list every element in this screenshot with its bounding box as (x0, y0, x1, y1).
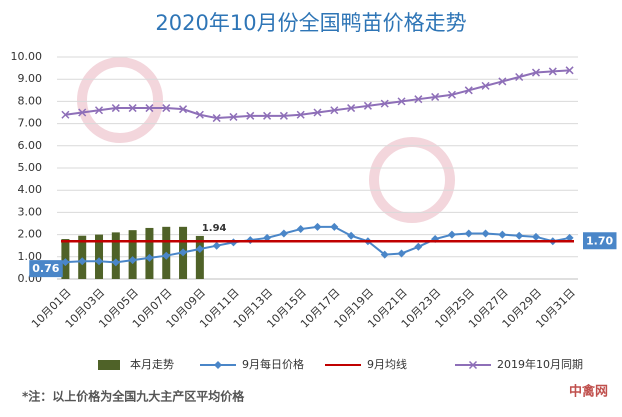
marker (330, 222, 339, 231)
marker (162, 251, 171, 260)
marker (498, 230, 507, 239)
marker (95, 257, 104, 266)
marker (363, 101, 372, 110)
watermark-logo (77, 57, 163, 143)
bar (145, 227, 154, 279)
value-label: 0.76 (32, 262, 59, 275)
marker (313, 108, 322, 117)
value-label: 1.70 (586, 234, 613, 247)
marker (330, 106, 339, 115)
marker (565, 233, 574, 242)
y-tick-label: 8.00 (18, 94, 43, 107)
marker (481, 81, 490, 90)
marker (78, 257, 87, 266)
marker (431, 92, 440, 101)
value-label-box (583, 232, 617, 250)
y-tick-label: 9.00 (18, 72, 43, 85)
marker (111, 104, 120, 113)
marker (195, 110, 204, 119)
chart-title: 2020年10月份全国鸭苗价格走势 (155, 11, 466, 35)
marker (246, 111, 255, 120)
bar (95, 234, 104, 279)
marker (263, 111, 272, 120)
marker (179, 105, 188, 114)
legend-label: 本月走势 (130, 357, 174, 371)
marker (128, 104, 137, 113)
y-tick-label: 7.00 (18, 117, 43, 130)
value-label-box (29, 260, 63, 278)
marker (380, 250, 389, 259)
marker (498, 77, 507, 86)
marker (464, 86, 473, 95)
marker (195, 245, 204, 254)
marker (380, 99, 389, 108)
marker (531, 232, 540, 241)
marker (279, 229, 288, 238)
marker (397, 249, 406, 258)
marker (447, 90, 456, 99)
legend-label: 2019年10月同期 (497, 357, 583, 371)
marker (531, 68, 541, 77)
y-tick-label: 4.00 (18, 183, 43, 196)
marker (162, 104, 171, 113)
y-tick-label: 5.00 (18, 161, 43, 174)
marker (515, 72, 524, 82)
marker (414, 242, 423, 251)
marker (61, 258, 70, 267)
bar (128, 230, 137, 279)
marker (447, 230, 456, 239)
bar (195, 235, 204, 279)
marker (565, 66, 574, 75)
marker (464, 229, 473, 238)
y-tick-label: 1.00 (18, 250, 43, 263)
footnote: *注：以上价格为全国九大主产区平均价格 (22, 389, 245, 404)
marker (145, 253, 154, 262)
marker (397, 97, 406, 106)
marker (296, 225, 305, 234)
marker (94, 106, 104, 115)
y-tick-label: 6.00 (18, 139, 43, 152)
marker (111, 258, 120, 267)
marker (212, 114, 221, 123)
y-tick-label: 10.00 (11, 50, 43, 63)
marker (61, 110, 70, 119)
legend-marker (214, 361, 222, 369)
value-label: 1.94 (202, 223, 227, 234)
watermark-logo (369, 137, 455, 223)
marker (128, 256, 137, 265)
marker (145, 104, 154, 113)
line (65, 69, 570, 120)
legend-marker (468, 360, 478, 370)
marker (515, 231, 524, 240)
marker (414, 95, 423, 104)
marker (347, 231, 356, 240)
marker (212, 241, 221, 250)
legend-swatch (98, 360, 120, 370)
marker (78, 108, 87, 117)
legend-label: 9月均线 (367, 357, 407, 371)
watermark: 中禽网 (569, 384, 608, 400)
marker (279, 111, 288, 120)
bar (111, 232, 120, 279)
marker (347, 104, 356, 113)
marker (481, 229, 490, 238)
y-tick-label: 3.00 (18, 205, 43, 218)
marker (548, 67, 557, 76)
marker (229, 112, 238, 121)
marker (313, 222, 322, 231)
marker (179, 248, 188, 257)
y-tick-label: 2.00 (18, 228, 43, 241)
legend-label: 9月每日价格 (242, 357, 304, 371)
marker (263, 233, 272, 242)
marker (296, 110, 305, 119)
